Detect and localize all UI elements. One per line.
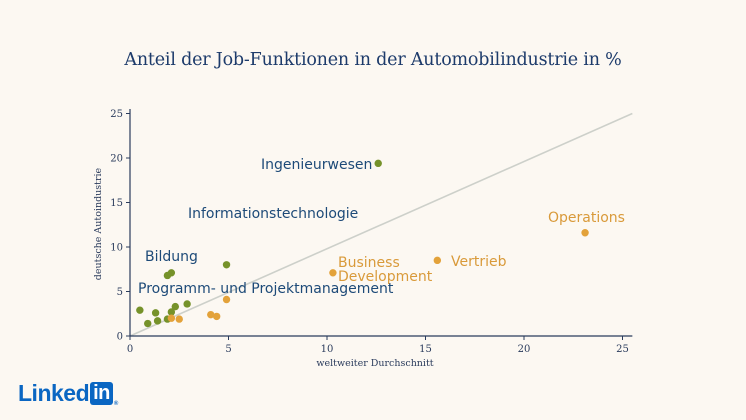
annotation-line: Bildung (145, 249, 198, 265)
green-data-point (167, 308, 176, 316)
logo-text: Linked (18, 380, 90, 406)
reference-line (129, 112, 633, 337)
green-data-point (183, 300, 191, 308)
y-tick-label: 0 (117, 332, 123, 343)
x-tick-label: 15 (419, 344, 432, 355)
annotation-business: Business Development (338, 255, 433, 285)
annotation-vertrieb: Vertrieb (451, 254, 507, 270)
green-data-point (151, 309, 160, 317)
annotation-line: Programm- und Projektmanagement (138, 281, 394, 297)
green-data-point (136, 306, 144, 314)
orange-data-point (222, 295, 231, 304)
y-tick-label: 10 (110, 243, 123, 254)
x-tick-label: 10 (321, 344, 334, 355)
annotation-ingenieurwesen: Ingenieurwesen (261, 157, 372, 173)
annotation-programm: Programm- und Projektmanagement (138, 281, 394, 297)
orange-data-point (581, 229, 589, 237)
annotation-operations: Operations (548, 210, 625, 226)
green-data-point (171, 302, 180, 311)
x-tick-label: 20 (518, 344, 531, 355)
annotation-bildung: Bildung (145, 249, 198, 265)
orange-data-point (433, 256, 442, 265)
y-axis-label: deutsche Autoindustrie (93, 167, 104, 280)
orange-data-point (212, 312, 221, 321)
orange-data-point (175, 315, 183, 323)
green-data-point (374, 159, 382, 168)
y-tick-label: 25 (110, 109, 123, 120)
logo-in-box: in (90, 382, 113, 405)
x-axis-label: weltweiter Durchschnitt (316, 358, 433, 369)
chart-title: Anteil der Job-Funktionen in der Automob… (124, 50, 622, 70)
orange-data-point (167, 314, 176, 322)
green-data-point (167, 269, 176, 277)
green-data-point (144, 319, 152, 328)
x-tick-label: 5 (225, 344, 231, 355)
green-data-point (222, 261, 231, 269)
annotation-line: Operations (548, 210, 625, 226)
annotation-line: Development (338, 269, 433, 285)
x-tick-label: 25 (616, 344, 629, 355)
annotation-line: Informationstechnologie (188, 206, 358, 222)
annotation-informationstechnologie: Informationstechnologie (188, 206, 358, 222)
orange-data-point (329, 269, 337, 277)
annotation-line: Ingenieurwesen (261, 157, 372, 173)
annotation-line: Business (338, 255, 400, 271)
orange-data-point (207, 310, 215, 319)
annotation-line: Vertrieb (451, 254, 507, 270)
linkedin-logo: Linked in ® (18, 380, 118, 407)
x-tick-label: 0 (127, 344, 133, 355)
y-tick-label: 15 (110, 198, 123, 209)
y-tick-label: 5 (117, 287, 123, 298)
logo-registered: ® (113, 401, 118, 407)
green-data-point (153, 317, 162, 325)
y-tick-label: 20 (110, 154, 123, 165)
